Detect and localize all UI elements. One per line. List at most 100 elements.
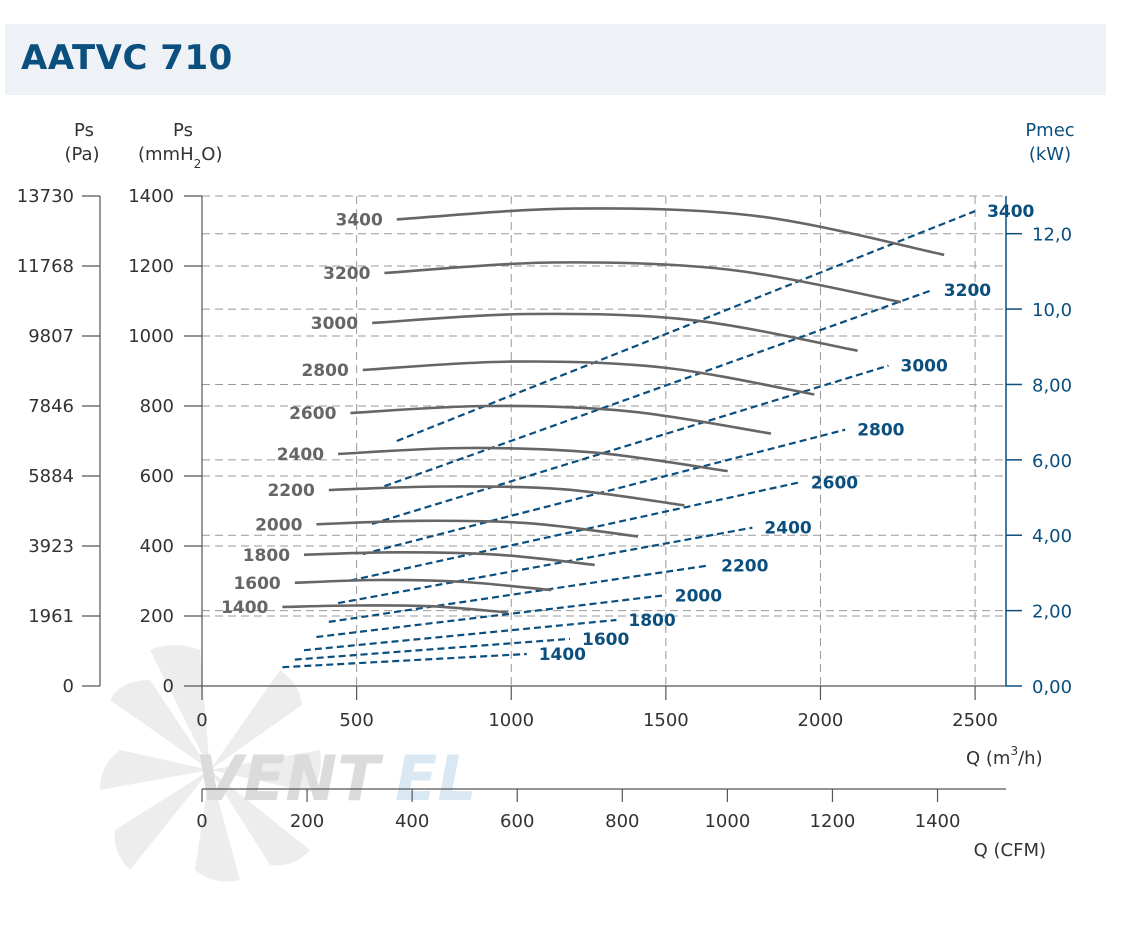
- mm-tick-label: 1400: [128, 186, 174, 207]
- pressure-curve-2000: [316, 519, 639, 538]
- right-kw-axis-title-top: Pmec: [1025, 120, 1074, 141]
- pressure-curve-label-3200: 3200: [323, 264, 370, 284]
- mm-tick-label: 200: [140, 606, 174, 627]
- pressure-curve-label-2400: 2400: [277, 445, 324, 465]
- power-curve-label-2400: 2400: [764, 519, 811, 539]
- power-curve-label-1400: 1400: [539, 645, 586, 665]
- pressure-curve-label-2200: 2200: [267, 481, 314, 501]
- power-curve-label-2800: 2800: [857, 421, 904, 441]
- power-curve-2800: [362, 428, 846, 556]
- mm-tick-label: 1200: [128, 256, 174, 277]
- x-m3h-axis-title: Q (m3/h): [966, 744, 1043, 769]
- pa-tick-label: 9807: [28, 326, 74, 347]
- kw-tick-label: 8,00: [1032, 375, 1072, 396]
- pressure-curve-label-2000: 2000: [255, 515, 302, 535]
- m3h-tick-label: 2500: [952, 710, 998, 731]
- pressure-curve-3200: [384, 261, 902, 304]
- power-curve-2200: [328, 564, 710, 623]
- power-curve-3200: [384, 289, 933, 488]
- pressure-curve-label-1600: 1600: [233, 574, 280, 594]
- cfm-tick-label: 1000: [704, 811, 750, 832]
- cfm-tick-label: 1400: [915, 811, 961, 832]
- left-mm-axis-title-top: Ps: [173, 120, 193, 141]
- watermark-text-right: EL: [395, 742, 477, 815]
- kw-tick-label: 0,00: [1032, 677, 1072, 698]
- axes: 13730 11768 9807 7846 5884 3923 1961 0 1400 1200 1…: [17, 186, 1072, 832]
- pa-tick-label: 3923: [28, 536, 74, 557]
- power-curve-label-3400: 3400: [987, 202, 1034, 222]
- pressure-curves: 3400 3200 3000 2800 2600 2400 2200 2000 1800 1600…: [221, 207, 945, 618]
- power-curve-1600: [294, 637, 571, 661]
- x-m3h-axis-title-sup: 3: [1010, 744, 1018, 758]
- power-curve-label-1600: 1600: [582, 630, 629, 650]
- mm-tick-label: 0: [163, 676, 174, 697]
- right-kw-axis-title-bottom: (kW): [1029, 144, 1071, 165]
- pressure-curve-3000: [372, 312, 858, 352]
- mm-tick-label: 600: [140, 466, 174, 487]
- mm-tick-label: 400: [140, 536, 174, 557]
- left-pa-axis-title-top: Ps: [74, 120, 94, 141]
- pressure-curve-1400: [282, 604, 509, 614]
- pa-tick-label: 7846: [28, 396, 74, 417]
- cfm-tick-label: 200: [290, 811, 324, 832]
- kw-tick-label: 2,00: [1032, 602, 1072, 623]
- pa-tick-label: 1961: [28, 606, 74, 627]
- power-curve-3000: [371, 364, 889, 525]
- left-mm-axis-title-post: O): [201, 144, 222, 165]
- pa-tick-label: 5884: [28, 466, 74, 487]
- pressure-curve-label-3000: 3000: [311, 314, 358, 334]
- pressure-curve-3400: [396, 207, 945, 257]
- m3h-tick-label: 500: [339, 710, 373, 731]
- power-curve-label-3000: 3000: [900, 357, 947, 377]
- pressure-curve-2600: [350, 404, 772, 435]
- kw-tick-label: 4,00: [1032, 526, 1072, 547]
- pressure-curve-1800: [303, 550, 595, 567]
- pa-tick-label: 11768: [17, 256, 74, 277]
- power-curves: 3400 3200 3000 2800 2600 2400 2200 200018001600…: [282, 202, 1035, 669]
- pressure-curve-2400: [338, 446, 728, 473]
- m3h-tick-label: 1500: [643, 710, 689, 731]
- title-bar: AATVC 710: [5, 24, 1106, 95]
- pressure-curve-label-2800: 2800: [301, 361, 348, 381]
- pressure-curve-label-1800: 1800: [243, 546, 290, 566]
- x-m3h-axis-title-post: /h): [1018, 748, 1043, 769]
- power-curve-label-1800: 1800: [628, 611, 675, 631]
- kw-tick-label: 12,0: [1032, 225, 1072, 246]
- mm-tick-label: 800: [140, 396, 174, 417]
- left-mm-axis-title-sub: 2: [194, 157, 202, 171]
- pressure-curve-2200: [328, 485, 685, 507]
- power-curve-label-3200: 3200: [944, 281, 991, 301]
- power-curve-label-2200: 2200: [721, 556, 768, 576]
- left-mm-axis-title-pre: (mmH: [138, 144, 194, 165]
- cfm-tick-label: 1200: [810, 811, 856, 832]
- power-curve-1800: [303, 618, 617, 652]
- cfm-tick-label: 800: [605, 811, 639, 832]
- x-m3h-axis-title-pre: Q (m: [966, 748, 1010, 769]
- watermark-text-left: VENT: [195, 742, 384, 815]
- cfm-tick-label: 600: [500, 811, 534, 832]
- m3h-tick-label: 1000: [488, 710, 534, 731]
- power-curve-label-2600: 2600: [811, 473, 858, 493]
- mm-tick-label: 1000: [128, 326, 174, 347]
- power-curve-label-2000: 2000: [675, 587, 722, 607]
- cfm-tick-label: 400: [395, 811, 429, 832]
- kw-tick-label: 10,0: [1032, 300, 1072, 321]
- pressure-curve-label-3400: 3400: [335, 210, 382, 230]
- cfm-tick-label: 0: [196, 811, 207, 832]
- fan-blade-logo-icon: [100, 645, 321, 882]
- pressure-curve-label-2600: 2600: [289, 404, 336, 424]
- pa-tick-label: 13730: [17, 186, 74, 207]
- grid: [202, 195, 1006, 686]
- page-title: AATVC 710: [21, 38, 233, 78]
- left-pa-axis-title-bottom: (Pa): [64, 144, 99, 165]
- x-cfm-axis-title: Q (CFM): [974, 840, 1046, 861]
- left-mm-axis-title-bottom: (mmH2O): [138, 144, 222, 171]
- watermark: VENT EL: [100, 645, 477, 882]
- pressure-curve-label-1400: 1400: [221, 598, 268, 618]
- power-curve-2400: [337, 526, 753, 605]
- pressure-curve-2800: [362, 360, 815, 396]
- power-curve-3400: [396, 210, 976, 443]
- kw-tick-label: 6,00: [1032, 451, 1072, 472]
- m3h-tick-label: 2000: [798, 710, 844, 731]
- pressure-curve-1600: [294, 578, 552, 592]
